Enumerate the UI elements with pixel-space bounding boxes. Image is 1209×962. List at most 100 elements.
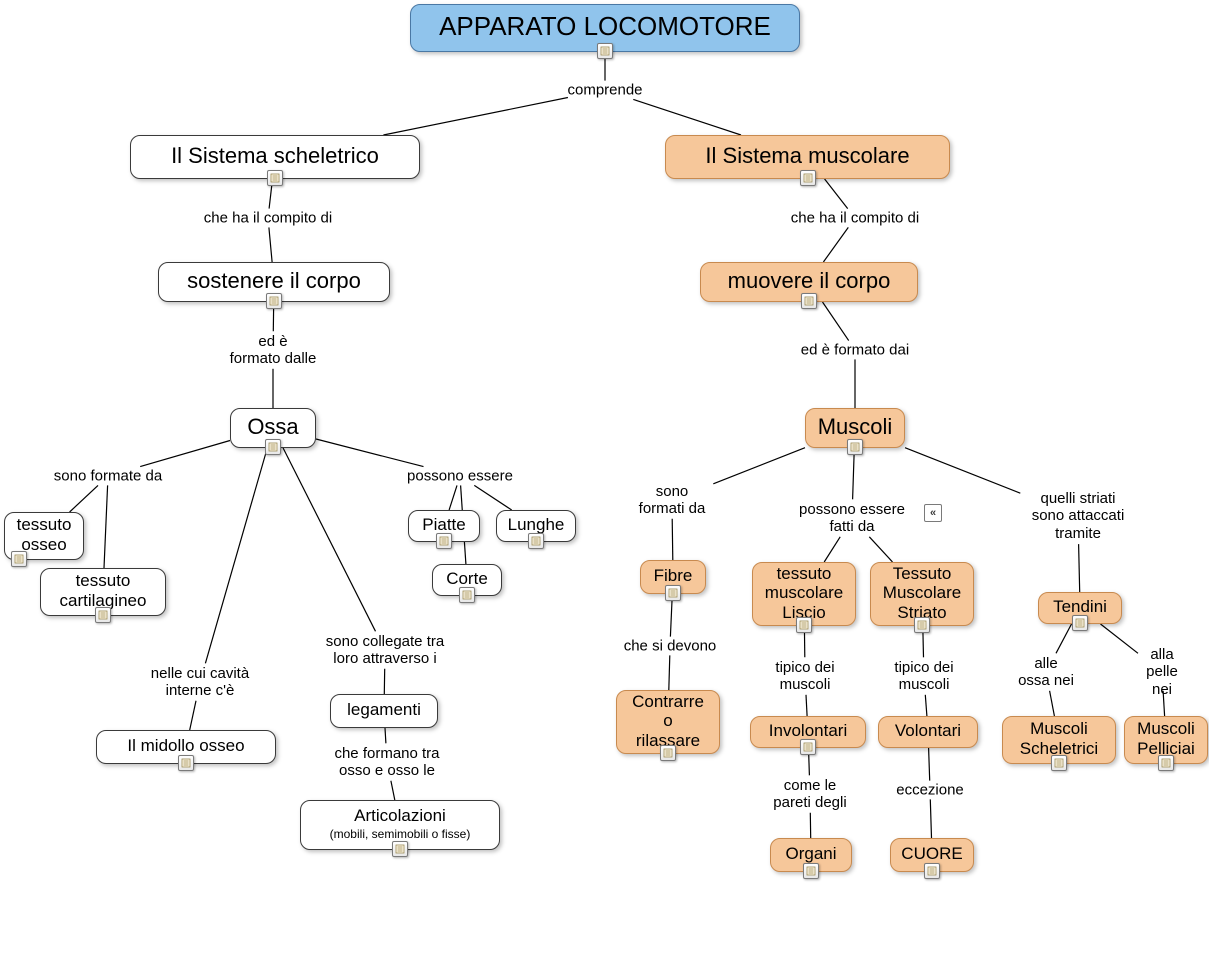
link-label-collegate: sono collegate tra loro attraverso i — [326, 633, 444, 668]
node-label: Ossa — [247, 414, 298, 439]
resource-icon[interactable] — [266, 293, 282, 309]
link-label-compito2: che ha il compito di — [791, 209, 919, 226]
node-label: Il Sistema muscolare — [705, 143, 909, 168]
node-ossa: Ossa — [230, 408, 316, 448]
node-tess_cart: tessuto cartilagineo — [40, 568, 166, 616]
node-label: Tendini — [1053, 597, 1107, 617]
link-label-eccezione: eccezione — [896, 781, 964, 798]
link-label-formano: che formano tra osso e osso le — [334, 745, 439, 780]
link-label-possono_essere: possono essere — [407, 467, 513, 484]
node-label: Il midollo osseo — [127, 736, 244, 756]
link-label-cavita: nelle cui cavità interne c'è — [151, 665, 249, 700]
resource-icon[interactable] — [801, 293, 817, 309]
node-root: APPARATO LOCOMOTORE — [410, 4, 800, 52]
node-piatte: Piatte — [408, 510, 480, 542]
node-m_pelliciai: Muscoli Pelliciai — [1124, 716, 1208, 764]
node-label: Contrarre o rilassare — [632, 692, 704, 751]
node-label: Involontari — [769, 721, 847, 741]
link-label-compito1: che ha il compito di — [204, 209, 332, 226]
link-label-alle_ossa: alle ossa nei — [1018, 655, 1074, 690]
node-legamenti: legamenti — [330, 694, 438, 728]
node-label: APPARATO LOCOMOTORE — [439, 12, 771, 42]
concept-map-canvas: « APPARATO LOCOMOTORE Il Sistema scheletr… — [0, 0, 1209, 962]
node-contrarre: Contrarre o rilassare — [616, 690, 720, 754]
node-label: tessuto muscolare Liscio — [765, 564, 843, 623]
node-label: CUORE — [901, 844, 962, 864]
resource-icon[interactable] — [528, 533, 544, 549]
node-m_scheletrici: Muscoli Scheletrici — [1002, 716, 1116, 764]
link-label-come_pareti: come le pareti degli — [773, 777, 846, 812]
resource-icon[interactable] — [1072, 615, 1088, 631]
node-tendini: Tendini — [1038, 592, 1122, 624]
node-fibre: Fibre — [640, 560, 706, 594]
node-label: Articolazioni — [354, 806, 446, 825]
node-cuore: CUORE — [890, 838, 974, 872]
link-label-formato_dai: ed è formato dai — [801, 341, 909, 358]
link-label-che_si_devono: che si devono — [624, 637, 717, 654]
node-label: Muscoli Pelliciai — [1137, 719, 1195, 758]
node-articolazioni: Articolazioni (mobili, semimobili o fisse… — [300, 800, 500, 850]
resource-icon[interactable] — [1051, 755, 1067, 771]
resource-icon[interactable] — [436, 533, 452, 549]
node-label: Fibre — [654, 566, 693, 586]
resource-icon[interactable] — [597, 43, 613, 59]
resource-icon[interactable] — [95, 607, 111, 623]
link-label-possono_fatti: possono essere fatti da — [799, 501, 905, 536]
node-muovere: muovere il corpo — [700, 262, 918, 302]
resource-icon[interactable] — [800, 739, 816, 755]
resource-icon[interactable] — [1158, 755, 1174, 771]
resource-icon[interactable] — [11, 551, 27, 567]
node-midollo: Il midollo osseo — [96, 730, 276, 764]
resource-icon[interactable] — [847, 439, 863, 455]
node-sostenere: sostenere il corpo — [158, 262, 390, 302]
node-label: Corte — [446, 569, 488, 589]
chevron-glyph: « — [930, 507, 936, 519]
node-label: Piatte — [422, 515, 465, 535]
node-scheletrico: Il Sistema scheletrico — [130, 135, 420, 179]
resource-icon[interactable] — [665, 585, 681, 601]
node-striato: Tessuto Muscolare Striato — [870, 562, 974, 626]
node-corte: Corte — [432, 564, 502, 596]
node-lunghe: Lunghe — [496, 510, 576, 542]
node-sublabel: (mobili, semimobili o fisse) — [330, 828, 471, 842]
node-label: sostenere il corpo — [187, 268, 361, 293]
link-label-tipico1: tipico dei muscoli — [775, 659, 834, 694]
node-label: Muscoli — [818, 414, 893, 439]
resource-icon[interactable] — [914, 617, 930, 633]
node-label: Lunghe — [508, 515, 565, 535]
link-label-quelli_striati: quelli striati sono attaccati tramite — [1032, 490, 1125, 542]
node-label: muovere il corpo — [728, 268, 891, 293]
resource-icon[interactable] — [800, 170, 816, 186]
node-label: Il Sistema scheletrico — [171, 143, 379, 168]
resource-icon[interactable] — [924, 863, 940, 879]
node-label: Muscoli Scheletrici — [1020, 719, 1098, 758]
resource-icon[interactable] — [392, 841, 408, 857]
link-label-sono_formate: sono formate da — [54, 467, 162, 484]
resource-icon[interactable] — [459, 587, 475, 603]
link-label-sono_formati: sono formati da — [639, 483, 706, 518]
node-muscolare: Il Sistema muscolare — [665, 135, 950, 179]
link-label-comprende: comprende — [567, 81, 642, 98]
node-involontari: Involontari — [750, 716, 866, 748]
node-label: Tessuto Muscolare Striato — [883, 564, 961, 623]
node-volontari: Volontari — [878, 716, 978, 748]
node-muscoli: Muscoli — [805, 408, 905, 448]
resource-icon[interactable] — [803, 863, 819, 879]
chevron-icon: « — [924, 504, 942, 522]
link-label-tipico2: tipico dei muscoli — [894, 659, 953, 694]
resource-icon[interactable] — [267, 170, 283, 186]
resource-icon[interactable] — [796, 617, 812, 633]
resource-icon[interactable] — [660, 745, 676, 761]
node-tess_osseo: tessuto osseo — [4, 512, 84, 560]
node-liscio: tessuto muscolare Liscio — [752, 562, 856, 626]
resource-icon[interactable] — [265, 439, 281, 455]
resource-icon[interactable] — [178, 755, 194, 771]
node-label: Organi — [785, 844, 836, 864]
node-organi: Organi — [770, 838, 852, 872]
link-label-formato_dalle: ed è formato dalle — [230, 333, 317, 368]
node-label: tessuto cartilagineo — [60, 571, 147, 610]
node-label: tessuto osseo — [17, 515, 72, 554]
node-label: Volontari — [895, 721, 961, 741]
link-label-alla_pelle: alla pelle nei — [1139, 646, 1186, 698]
node-label: legamenti — [347, 700, 421, 720]
